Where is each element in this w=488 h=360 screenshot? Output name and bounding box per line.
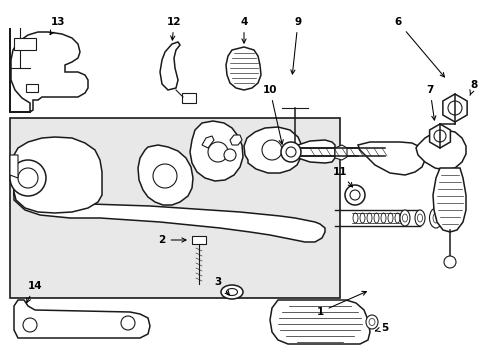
- Circle shape: [207, 142, 227, 162]
- Text: 5: 5: [375, 323, 388, 333]
- Polygon shape: [357, 142, 424, 175]
- Text: 13: 13: [50, 17, 65, 35]
- Polygon shape: [297, 140, 334, 163]
- Text: 4: 4: [240, 17, 247, 43]
- Ellipse shape: [399, 210, 409, 226]
- Ellipse shape: [414, 210, 424, 226]
- Text: 2: 2: [158, 235, 185, 245]
- Text: 11: 11: [332, 167, 352, 187]
- Circle shape: [443, 256, 455, 268]
- Polygon shape: [190, 121, 243, 181]
- Ellipse shape: [345, 185, 364, 205]
- Circle shape: [153, 164, 177, 188]
- Text: 14: 14: [27, 281, 42, 302]
- Polygon shape: [14, 137, 102, 213]
- Text: 9: 9: [290, 17, 301, 74]
- Polygon shape: [269, 300, 369, 344]
- Text: 1: 1: [316, 291, 366, 317]
- Ellipse shape: [373, 213, 378, 223]
- Ellipse shape: [417, 214, 422, 222]
- Bar: [26, 84, 38, 92]
- Bar: [182, 93, 196, 103]
- Ellipse shape: [221, 285, 243, 299]
- Ellipse shape: [368, 319, 374, 325]
- Text: 8: 8: [469, 80, 477, 95]
- Circle shape: [23, 318, 37, 332]
- Polygon shape: [14, 300, 150, 338]
- Circle shape: [262, 140, 282, 160]
- Ellipse shape: [366, 213, 371, 223]
- Circle shape: [447, 101, 461, 115]
- Circle shape: [121, 316, 135, 330]
- Polygon shape: [229, 135, 242, 145]
- Ellipse shape: [428, 208, 442, 228]
- Ellipse shape: [402, 214, 407, 222]
- Ellipse shape: [352, 213, 357, 223]
- Polygon shape: [10, 28, 88, 112]
- Text: 7: 7: [426, 85, 435, 120]
- Circle shape: [433, 130, 445, 142]
- Ellipse shape: [349, 190, 359, 200]
- Text: 3: 3: [214, 277, 229, 295]
- Polygon shape: [334, 145, 346, 160]
- Circle shape: [10, 160, 46, 196]
- Polygon shape: [10, 155, 18, 178]
- Polygon shape: [14, 185, 325, 242]
- Ellipse shape: [380, 213, 385, 223]
- Bar: [14, 38, 36, 50]
- Polygon shape: [244, 127, 302, 173]
- Ellipse shape: [226, 288, 237, 296]
- Text: 12: 12: [166, 17, 181, 40]
- Circle shape: [18, 168, 38, 188]
- Polygon shape: [429, 124, 449, 148]
- Bar: [10, 118, 339, 298]
- Ellipse shape: [281, 142, 301, 162]
- Polygon shape: [432, 168, 465, 232]
- Ellipse shape: [365, 315, 377, 329]
- Ellipse shape: [387, 213, 392, 223]
- Polygon shape: [160, 42, 180, 90]
- Bar: [192, 236, 205, 244]
- Ellipse shape: [285, 147, 295, 157]
- Ellipse shape: [359, 213, 364, 223]
- Ellipse shape: [432, 213, 438, 223]
- Text: 10: 10: [262, 85, 283, 144]
- Polygon shape: [138, 145, 193, 205]
- Text: 6: 6: [393, 17, 444, 77]
- Polygon shape: [442, 94, 466, 122]
- Circle shape: [224, 149, 236, 161]
- Polygon shape: [415, 130, 465, 170]
- Polygon shape: [225, 47, 261, 90]
- Ellipse shape: [394, 213, 399, 223]
- Polygon shape: [202, 136, 214, 148]
